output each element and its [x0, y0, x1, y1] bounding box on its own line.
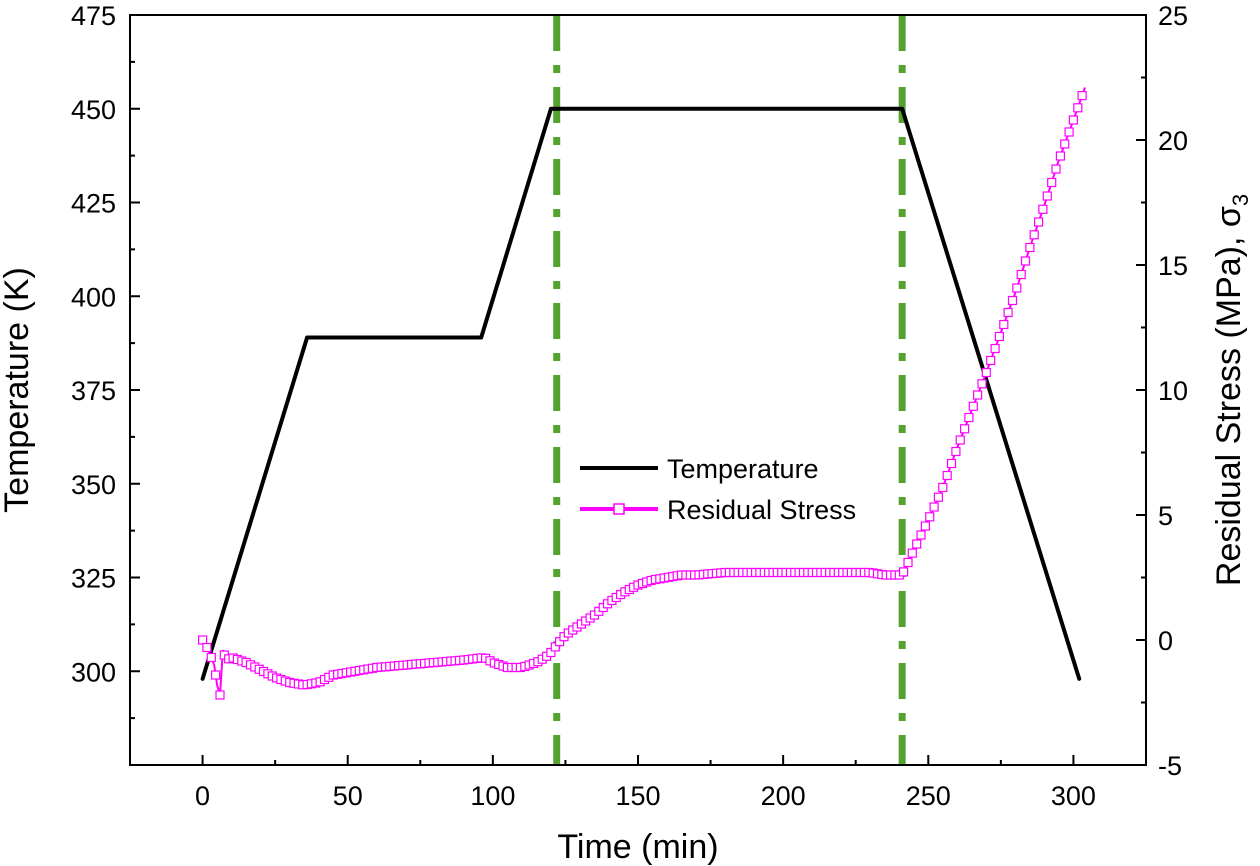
residual-stress-point [994, 331, 1005, 342]
residual-stress-point [1060, 139, 1070, 149]
residual-stress-point [925, 512, 935, 522]
residual-stress-point [1068, 115, 1079, 125]
x-tick-label-250: 250 [906, 781, 951, 811]
residual-stress-point [907, 548, 917, 558]
x-tick-label-0: 0 [195, 781, 210, 811]
y-right-tick-label-15: 15 [1158, 251, 1188, 281]
y-axis-right: -5 0 5 10 15 20 25 [1136, 1, 1188, 781]
y-axis-right-title-main: Residual Stress (MPa), σ [1210, 206, 1248, 586]
residual-stress-point [1025, 242, 1035, 253]
residual-stress-line [201, 87, 1086, 696]
y-left-tick-label-425: 425 [71, 189, 116, 219]
legend-temperature-label: Temperature [667, 454, 819, 484]
residual-stress-point [912, 539, 922, 549]
residual-stress-point [955, 435, 965, 445]
phase-boundary-lines [553, 15, 906, 765]
residual-stress-point [981, 367, 991, 378]
y-left-tick-label-300: 300 [71, 657, 116, 687]
temperature-series [200, 106, 1082, 681]
x-tick-label-100: 100 [470, 781, 515, 811]
residual-stress-point [1020, 256, 1031, 266]
residual-stress-point [964, 412, 974, 423]
y-right-tick-label-10: 10 [1158, 376, 1188, 406]
residual-stress-point [999, 319, 1009, 330]
residual-stress-point [1073, 103, 1083, 113]
legend: Temperature Residual Stress [580, 454, 856, 525]
residual-stress-point [946, 458, 957, 469]
residual-stress-point [1033, 217, 1044, 227]
plot-frame [129, 14, 1147, 766]
y-left-tick-label-450: 450 [71, 95, 116, 125]
residual-stress-point [968, 401, 978, 411]
residual-stress-point [903, 557, 913, 568]
residual-stress-point [959, 424, 970, 434]
x-tick-label-150: 150 [615, 781, 660, 811]
y-axis-left-title: Temperature (K) [0, 267, 36, 513]
residual-stress-point [990, 343, 1000, 354]
legend-stress-marker [613, 503, 625, 515]
y-right-tick-label-20: 20 [1158, 126, 1188, 156]
residual-stress-series [198, 87, 1087, 700]
residual-stress-point [1012, 283, 1022, 293]
residual-stress-point [1051, 164, 1061, 174]
x-axis-title: Time (min) [557, 828, 718, 866]
y-right-tick-label--5: -5 [1158, 751, 1182, 781]
residual-stress-point [977, 379, 987, 389]
residual-stress-point [929, 502, 939, 512]
y-left-tick-label-350: 350 [71, 470, 116, 500]
residual-stress-point [198, 635, 208, 645]
residual-stress-point [206, 652, 216, 663]
residual-stress-point [1007, 295, 1018, 306]
residual-stress-point [1003, 307, 1013, 318]
residual-stress-point [916, 530, 926, 540]
y-left-tick-label-400: 400 [71, 282, 116, 312]
residual-stress-point [898, 567, 909, 577]
x-axis: 0 50 100 150 200 250 300 [129, 755, 1147, 811]
y-left-tick-label-375: 375 [71, 376, 116, 406]
residual-stress-point [942, 470, 952, 481]
y-left-tick-label-325: 325 [71, 564, 116, 594]
residual-stress-point [1016, 269, 1026, 280]
temperature-line [200, 106, 1082, 681]
residual-stress-point [1064, 127, 1074, 137]
x-tick-label-50: 50 [333, 781, 363, 811]
residual-stress-point [215, 690, 225, 700]
residual-stress-point [202, 642, 212, 653]
residual-stress-point [1055, 151, 1066, 161]
residual-stress-point [933, 492, 944, 502]
y-axis-right-title-subscript: 3 [1228, 194, 1253, 206]
residual-stress-point [972, 390, 983, 400]
residual-stress-point [986, 355, 996, 366]
residual-stress-point [920, 521, 931, 531]
residual-stress-point [1042, 191, 1052, 201]
residual-stress-point [211, 670, 221, 680]
y-axis-right-title: Residual Stress (MPa), σ3 [1210, 194, 1253, 586]
x-tick-label-300: 300 [1051, 781, 1096, 811]
residual-stress-point [951, 446, 961, 457]
y-axis-left: 300 325 350 375 400 425 450 475 [71, 1, 140, 766]
legend-stress-label: Residual Stress [667, 495, 856, 525]
residual-stress-point [1038, 204, 1048, 214]
y-left-tick-label-475: 475 [71, 1, 116, 31]
x-tick-label-200: 200 [761, 781, 806, 811]
residual-stress-point [1029, 230, 1039, 240]
residual-stress-point [938, 482, 948, 493]
y-right-tick-label-0: 0 [1158, 626, 1173, 656]
y-right-tick-label-5: 5 [1158, 501, 1173, 531]
y-right-tick-label-25: 25 [1158, 1, 1188, 31]
residual-stress-point [1077, 90, 1087, 101]
residual-stress-point [1047, 177, 1057, 188]
